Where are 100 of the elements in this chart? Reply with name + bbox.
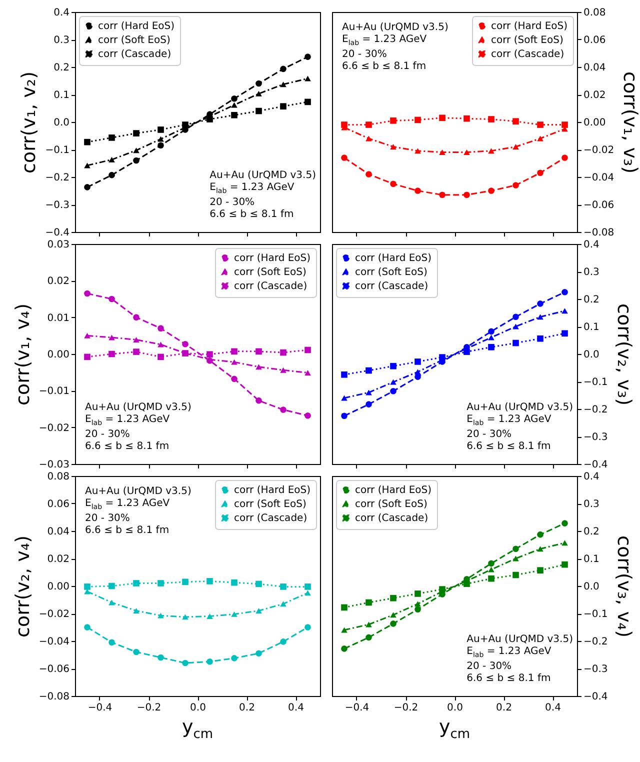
- point: [206, 116, 213, 122]
- point: [488, 148, 494, 154]
- y-tick-label: 0.0: [584, 582, 600, 592]
- point: [537, 546, 544, 552]
- point: [341, 154, 348, 161]
- y-tick-label: 0.03: [47, 240, 70, 250]
- point: [256, 650, 262, 657]
- point: [390, 144, 396, 150]
- x-tick-label: −0.4: [344, 702, 370, 714]
- x-axis-title: y$_{cm}$: [180, 716, 214, 742]
- point: [231, 655, 238, 662]
- y-tick-label: 0.2: [584, 294, 600, 306]
- point: [366, 599, 372, 606]
- point: [464, 192, 470, 198]
- y-tick-label: −0.06: [584, 200, 614, 211]
- y-axis-title: corr(v₁, v₄): [12, 304, 34, 406]
- point: [414, 369, 421, 375]
- point: [488, 116, 494, 122]
- point: [366, 367, 372, 374]
- point: [464, 150, 470, 155]
- point: [562, 308, 568, 314]
- x-tick-label: 0.4: [288, 702, 304, 714]
- point: [366, 622, 372, 628]
- annotation: Au+Au (UrQMD v3.5): [466, 634, 573, 645]
- point: [537, 531, 544, 538]
- point: [280, 82, 286, 88]
- legend-label: corr (Soft EoS): [234, 267, 306, 278]
- point: [206, 351, 213, 358]
- y-tick-label: −0.4: [584, 692, 608, 702]
- point: [133, 336, 140, 342]
- y-tick-label: −0.04: [38, 636, 70, 648]
- point: [304, 76, 311, 82]
- point: [537, 136, 544, 142]
- y-tick-label: 0.08: [584, 8, 606, 18]
- point: [182, 578, 188, 586]
- y-tick-label: 0.06: [47, 499, 70, 510]
- y-tick-label: −0.4: [584, 460, 608, 470]
- legend-label: corr (Hard EoS): [98, 21, 175, 32]
- point: [231, 112, 238, 118]
- y-tick-label: −0.04: [584, 172, 614, 184]
- point: [366, 122, 372, 128]
- point: [280, 638, 286, 645]
- point: [414, 148, 421, 154]
- y-tick-label: 0.2: [54, 62, 70, 74]
- point: [108, 600, 115, 606]
- point: [341, 395, 348, 401]
- point: [158, 580, 164, 586]
- y-axis-title: corr(v₂, v₃): [612, 304, 635, 406]
- y-tick-label: 0.3: [584, 267, 600, 278]
- y-tick-label: 0.0: [54, 118, 70, 128]
- point: [488, 328, 494, 335]
- legend-label: corr (Soft EoS): [234, 499, 306, 510]
- y-tick-label: 0.4: [584, 240, 600, 250]
- point: [133, 130, 140, 136]
- point: [562, 330, 568, 337]
- point: [231, 611, 238, 617]
- y-tick-label: −0.02: [38, 422, 70, 434]
- y-tick-label: 0.08: [47, 472, 70, 482]
- point: [512, 144, 519, 150]
- point: [256, 108, 262, 114]
- legend-label: corr (Cascade): [355, 281, 428, 292]
- point: [488, 188, 494, 194]
- annotation: 6.6 ≤ b ≤ 8.1 fm: [210, 208, 294, 220]
- point: [206, 578, 213, 584]
- y-tick-label: 0.01: [47, 312, 70, 324]
- point: [108, 134, 115, 141]
- annotation: 6.6 ≤ b ≤ 8.1 fm: [466, 672, 551, 684]
- point: [390, 594, 396, 602]
- x-tick-label: −0.2: [136, 702, 162, 714]
- legend-label: corr (Soft EoS): [355, 267, 428, 278]
- point: [562, 154, 568, 161]
- point: [390, 388, 396, 394]
- x-axis-title: y$_{cm}$: [438, 716, 472, 742]
- point: [366, 401, 372, 408]
- point: [280, 349, 286, 356]
- point: [512, 340, 519, 346]
- point: [133, 348, 140, 355]
- point: [256, 580, 262, 588]
- x-tick-label: −0.4: [88, 702, 112, 714]
- annotation: Au+Au (UrQMD v3.5): [342, 22, 448, 33]
- y-tick-label: −0.2: [45, 172, 70, 184]
- y-tick-label: −0.01: [38, 386, 70, 398]
- point: [537, 335, 544, 342]
- point: [133, 157, 140, 164]
- point: [414, 590, 421, 597]
- legend-label: corr (Cascade): [355, 513, 428, 524]
- point: [256, 90, 262, 96]
- point: [439, 150, 446, 155]
- point: [231, 348, 238, 355]
- y-tick-label: 0.4: [584, 472, 600, 482]
- point: [256, 608, 262, 614]
- y-tick-label: 0.02: [47, 554, 70, 565]
- point: [231, 376, 238, 382]
- point: [304, 584, 311, 590]
- annotation: 20 - 30%: [342, 49, 387, 60]
- point: [562, 561, 568, 568]
- point: [108, 639, 115, 646]
- point: [366, 390, 372, 396]
- point: [231, 359, 238, 365]
- point: [464, 580, 470, 587]
